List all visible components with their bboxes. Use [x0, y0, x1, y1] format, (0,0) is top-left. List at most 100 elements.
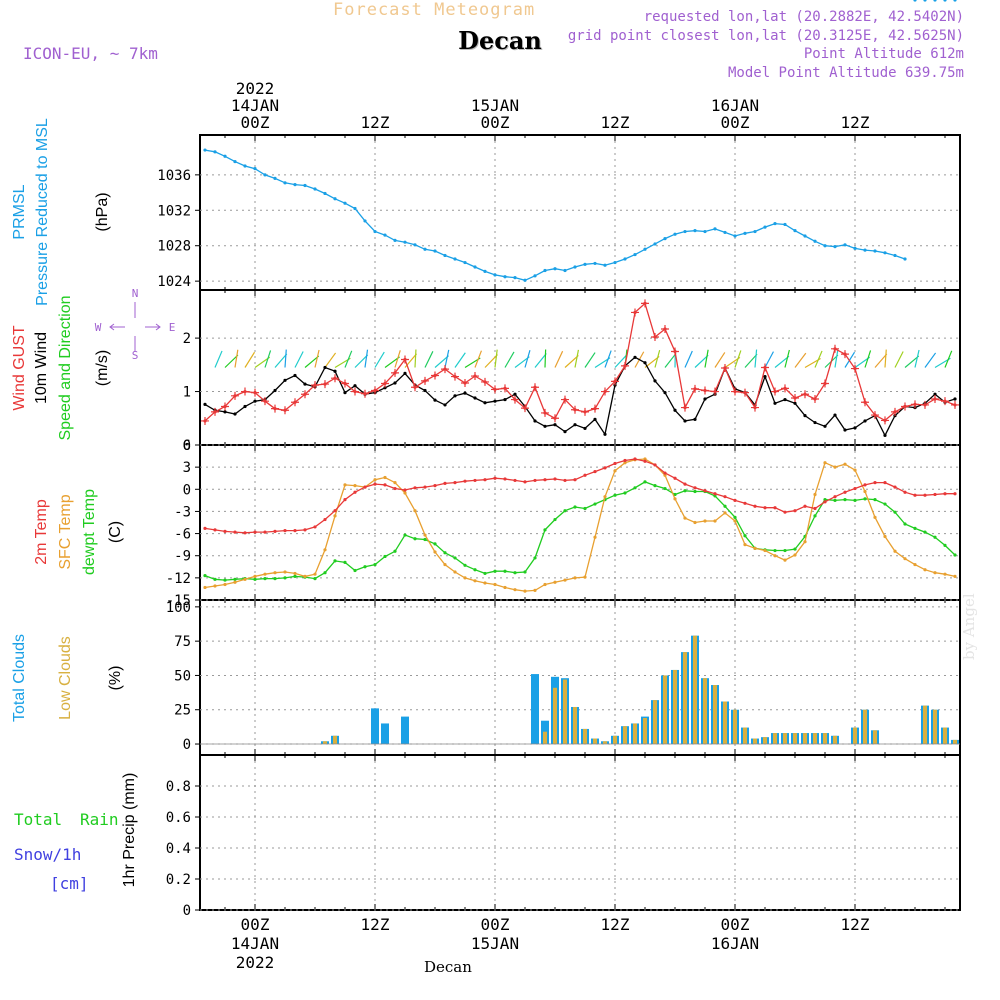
- low-cloud-bar: [703, 678, 707, 745]
- wind-gust-marker: [791, 393, 799, 402]
- wind-gust-marker: [861, 398, 869, 407]
- sfc-temp-line-point: [943, 572, 947, 576]
- wind-gust-marker: [521, 404, 529, 413]
- dewpt-temp-line-point: [623, 491, 627, 495]
- wind-gust-marker: [771, 387, 779, 396]
- wind-gust-marker: [221, 402, 229, 411]
- pressure-line-point: [683, 229, 687, 234]
- wind-direction-arrow: [394, 350, 401, 368]
- pressure-line-point: [633, 252, 637, 257]
- sfc-temp-line-point: [833, 465, 837, 469]
- t2m-temp-line-point: [373, 482, 377, 486]
- sfc-temp-line-point: [693, 520, 697, 525]
- t2m-temp-line-point: [923, 493, 927, 497]
- wind-gust-marker: [721, 364, 729, 373]
- wind-gust-marker: [821, 379, 829, 388]
- sfc-temp-line-point: [343, 483, 347, 487]
- t2m-temp-line-point: [313, 525, 317, 529]
- y-tick-label: 1: [183, 385, 191, 401]
- dewpt-temp-line-point: [903, 522, 907, 526]
- dewpt-temp-line-point: [203, 574, 207, 578]
- pressure-line-point: [243, 164, 247, 168]
- sfc-temp-line-point: [893, 549, 897, 553]
- sfc-temp-line-point: [713, 519, 717, 523]
- wind-gust-marker: [571, 405, 579, 414]
- t2m-temp-line-point: [413, 486, 417, 490]
- dewpt-temp-line-point: [273, 576, 277, 581]
- pressure-line-point: [583, 262, 587, 266]
- wind-direction-arrow: [614, 353, 628, 368]
- sfc-temp-line-point: [623, 461, 627, 465]
- t2m-temp-line-point: [293, 529, 297, 533]
- dewpt-temp-line-point: [693, 489, 697, 494]
- wind-gust-marker: [611, 377, 619, 386]
- wind-direction-arrow: [664, 352, 677, 368]
- dewpt-temp-line-point: [493, 569, 497, 573]
- wind-gust-marker: [241, 387, 249, 396]
- pressure-line-point: [783, 222, 787, 227]
- wind-direction-arrow: [304, 355, 320, 368]
- wind-speed-line-point: [533, 419, 537, 423]
- sfc-temp-line-point: [333, 514, 337, 518]
- wind-direction-arrow: [654, 349, 661, 368]
- t2m-temp-line-point: [533, 478, 537, 483]
- point-altitude: Point Altitude 612m: [803, 46, 964, 62]
- t2m-temp-line-point: [783, 510, 787, 514]
- pressure-line-point: [923, 0, 927, 2]
- wind-gust-marker: [881, 416, 889, 425]
- sfc-temp-line-point: [843, 462, 847, 466]
- sfc-temp-line-point: [253, 574, 257, 578]
- y-tick-label: -3: [174, 504, 191, 520]
- wind-speed-line-point: [673, 408, 677, 412]
- time-label-bottom: 12Z: [841, 915, 870, 934]
- wind-direction-arrow: [794, 352, 807, 368]
- time-label-bottom: 16JAN: [711, 934, 759, 953]
- t2m-temp-line-point: [693, 486, 697, 490]
- dewpt-temp-line-point: [813, 514, 817, 518]
- wind-gust-marker: [321, 380, 329, 389]
- t2m-temp-line-point: [233, 530, 237, 534]
- wind-gust-marker: [281, 406, 289, 415]
- wind-speed-line-point: [273, 388, 277, 393]
- pressure-line-point: [693, 229, 697, 233]
- pressure-line-point: [473, 265, 477, 269]
- t2m-temp-line-point: [343, 498, 347, 502]
- time-label-top: 12Z: [601, 113, 630, 132]
- wind-speed-line-point: [463, 391, 467, 395]
- pressure-line-point: [793, 229, 797, 233]
- sfc-temp-line-point: [403, 491, 407, 495]
- pressure-line-point: [663, 237, 667, 241]
- pressure-line-point: [223, 154, 227, 158]
- pressure-line-point: [593, 261, 597, 266]
- wind-speed-line-point: [493, 399, 497, 403]
- pressure-line-point: [453, 257, 457, 261]
- pressure-line-point: [293, 183, 297, 187]
- dewpt-temp-line-point: [943, 543, 947, 547]
- dewpt-temp-line-point: [893, 510, 897, 514]
- wind-direction-arrow: [814, 350, 823, 368]
- sfc-temp-line-point: [753, 546, 757, 550]
- dewpt-temp-line-point: [283, 576, 287, 580]
- time-label-top: 15JAN: [471, 96, 519, 115]
- pressure-line-point: [813, 239, 817, 243]
- precip-label-total: Total: [14, 810, 62, 829]
- wind-gust-marker: [801, 390, 809, 399]
- wind-direction-arrow: [874, 353, 888, 368]
- dewpt-temp-line-point: [433, 542, 437, 546]
- t2m-temp-line-point: [633, 457, 637, 461]
- panel-frame: [199, 599, 961, 756]
- sfc-temp-line-point: [823, 461, 827, 465]
- sfc-temp-line-point: [473, 579, 477, 583]
- low-cloud-bar: [863, 709, 867, 745]
- wind-speed-line-point: [693, 417, 697, 421]
- dewpt-temp-line-point: [723, 504, 727, 508]
- dewpt-temp-line-point: [743, 534, 747, 538]
- wind-gust-marker: [211, 407, 219, 416]
- wind-gust-marker: [541, 408, 549, 417]
- dewpt-temp-line-point: [523, 570, 527, 574]
- wind-gust-marker: [341, 379, 349, 388]
- pressure-line-point: [913, 0, 917, 2]
- low-cloud-bar: [923, 705, 927, 745]
- wind-speed-line-point: [883, 433, 887, 437]
- wind-direction-arrow: [704, 349, 709, 368]
